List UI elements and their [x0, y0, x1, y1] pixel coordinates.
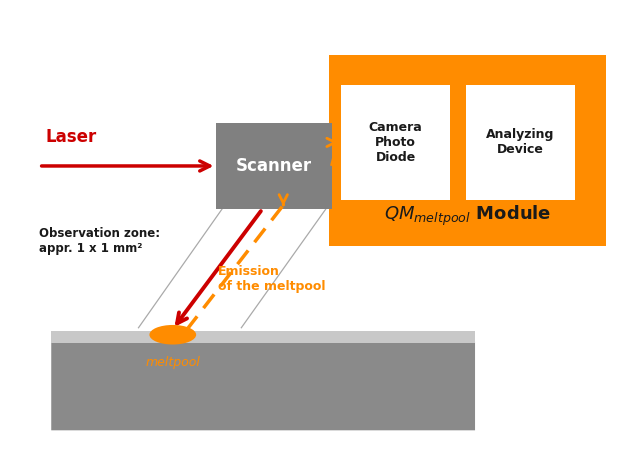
Ellipse shape: [150, 325, 196, 345]
Text: Camera
Photo
Diode: Camera Photo Diode: [369, 121, 423, 164]
Text: Emission
of the meltpool: Emission of the meltpool: [218, 265, 325, 293]
Text: $\mathit{QM}_{meltpool}$ Module: $\mathit{QM}_{meltpool}$ Module: [384, 204, 551, 228]
Text: meltpool: meltpool: [145, 356, 200, 369]
FancyBboxPatch shape: [329, 55, 606, 246]
Text: Analyzing
Device: Analyzing Device: [486, 129, 555, 157]
Text: Observation zone:
appr. 1 x 1 mm²: Observation zone: appr. 1 x 1 mm²: [39, 227, 160, 256]
Text: Laser: Laser: [45, 129, 96, 146]
PathPatch shape: [51, 332, 475, 431]
FancyBboxPatch shape: [51, 332, 475, 343]
FancyBboxPatch shape: [466, 85, 575, 199]
FancyBboxPatch shape: [217, 122, 332, 209]
Text: Scanner: Scanner: [236, 157, 312, 175]
FancyBboxPatch shape: [341, 85, 450, 199]
